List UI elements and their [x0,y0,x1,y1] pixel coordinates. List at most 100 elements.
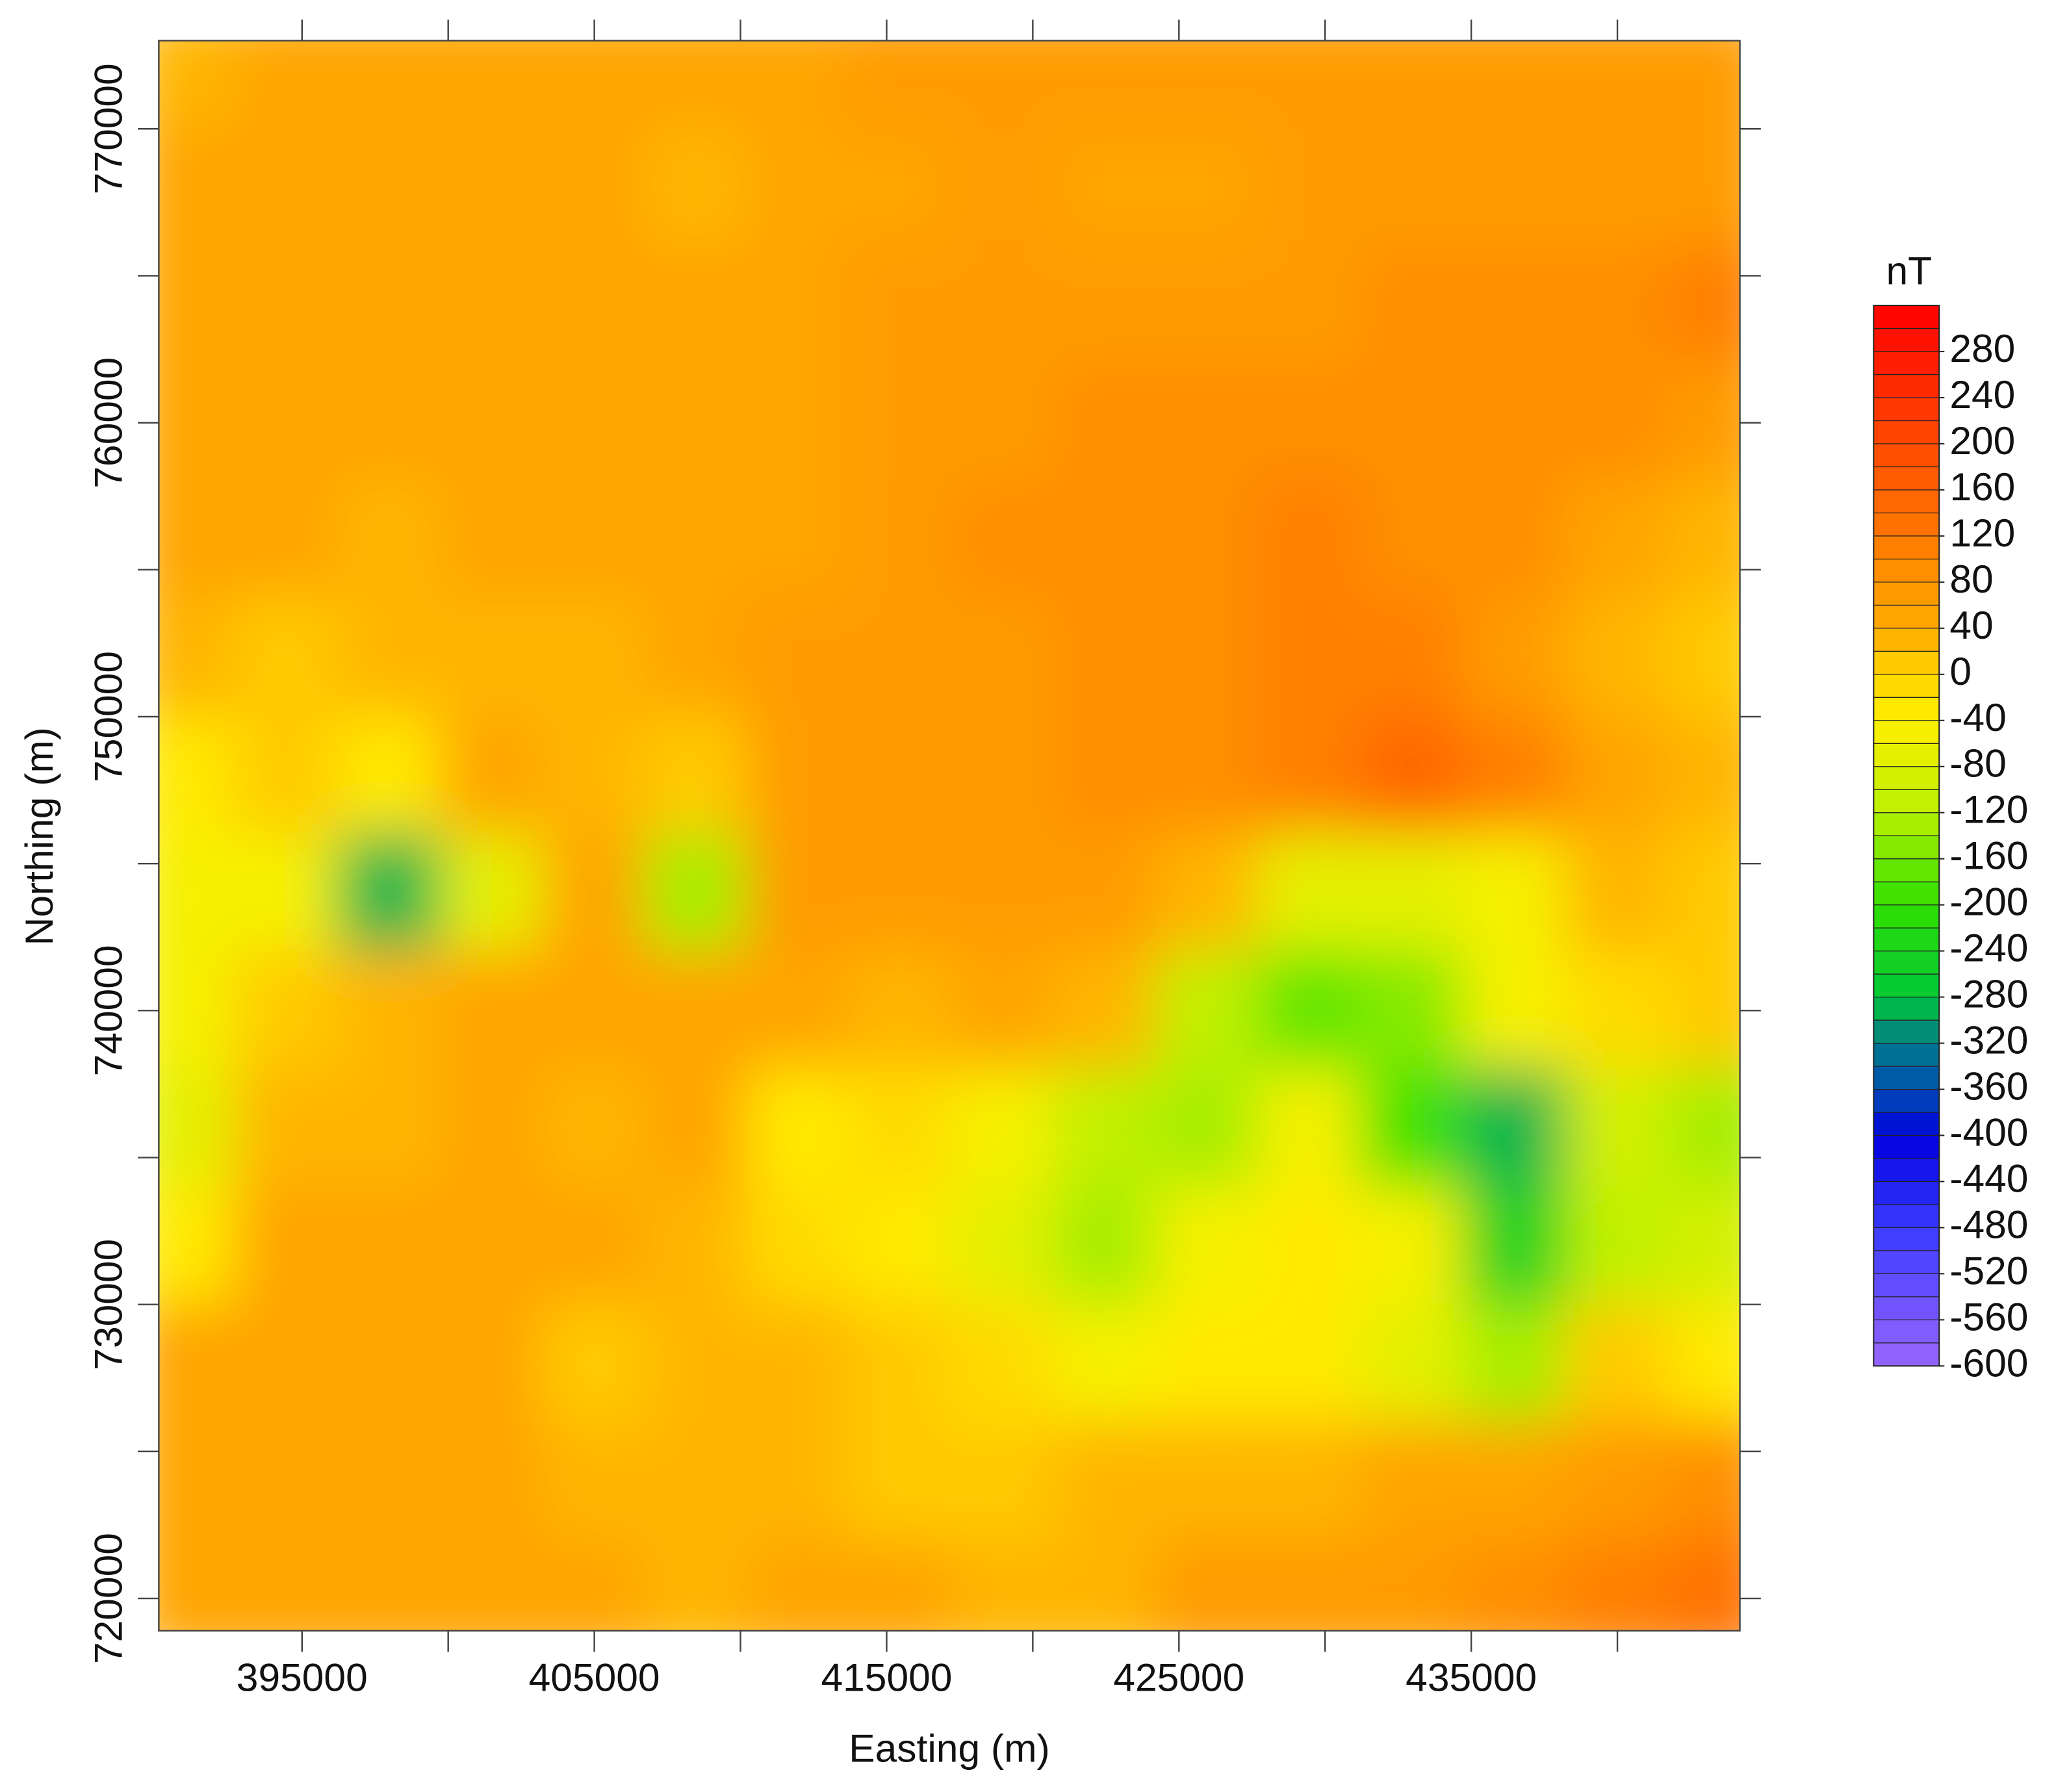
field-cell [1565,832,1670,953]
field-cell [746,480,852,601]
colorbar-title: nT [1886,249,1932,293]
colorbar-level [1873,1342,1940,1366]
field-cell [849,40,954,131]
field-cell [159,1420,238,1541]
colorbar-tick-label: -440 [1949,1156,2028,1200]
field-cell [849,598,954,719]
field-cell [235,480,341,601]
field-cell [849,832,954,953]
field-cell [1565,480,1670,601]
field-cell [541,1068,647,1188]
colorbar-level [1873,628,1940,652]
field-cell [541,363,647,483]
colorbar-tick-label: -400 [1949,1110,2028,1154]
colorbar-level [1873,951,1940,975]
field-cell [1462,1185,1568,1306]
colorbar-level [1873,305,1940,329]
field-cell [1360,1068,1465,1188]
field-cell [1667,950,1740,1071]
field-cell [1360,832,1465,953]
colorbar-tick-label: 0 [1949,649,1972,693]
colorbar-level [1873,1066,1940,1090]
field-cell [337,363,443,483]
field-cell [1667,598,1740,719]
field-cell [159,1303,238,1424]
field-cell [337,1538,443,1631]
field-cell [951,480,1057,601]
field-cell [1565,363,1670,483]
field-cell [1360,1303,1465,1424]
field-cell [1257,480,1363,601]
colorbar-level [1873,973,1940,998]
colorbar-level [1873,420,1940,444]
field-cell [951,1420,1057,1541]
field-cell [235,1303,341,1424]
field-cell [1360,1185,1465,1306]
field-cell [1155,245,1261,366]
field-cell [235,950,341,1071]
field-cell [159,950,238,1071]
field-cell [1462,1420,1568,1541]
colorbar-tick-label: -120 [1949,787,2028,832]
field-cell [746,598,852,719]
field-cell [235,1068,341,1188]
field-cell [541,1420,647,1541]
field-cell [746,363,852,483]
field-cell [1565,1068,1670,1188]
field-cell [159,363,238,483]
field-cell [1667,40,1740,131]
field-cell [159,598,238,719]
colorbar-level [1873,904,1940,928]
field-cell [1462,480,1568,601]
field-cell [644,363,749,483]
field-cell [849,1303,954,1424]
colorbar-level [1873,558,1940,583]
field-cell [1360,715,1465,836]
field-cell [541,950,647,1071]
field-cell [159,127,238,248]
field-cell [951,1538,1057,1631]
colorbar-tick-label: -240 [1949,926,2028,970]
field-cell [1462,950,1568,1071]
field-cell [1155,832,1261,953]
field-cell [1053,1303,1159,1424]
field-cell [541,715,647,836]
colorbar-level [1873,1181,1940,1205]
field-cell [849,480,954,601]
field-cell [1155,715,1261,836]
field-cell [849,1420,954,1541]
colorbar-tick-label: -600 [1949,1340,2028,1385]
colorbar-tick-label: 120 [1949,511,2015,555]
x-tick-label: 415000 [821,1655,952,1699]
colorbar-level [1873,512,1940,537]
field-cell [439,1185,545,1306]
field-cell [746,1185,852,1306]
field-cell [1257,832,1363,953]
field-cell [337,832,443,953]
field-cell [1667,1068,1740,1188]
field-cell [644,598,749,719]
field-cell [1462,127,1568,248]
field-cell [1360,598,1465,719]
colorbar-level [1873,835,1940,860]
field-cell [746,127,852,248]
field-cell [951,715,1057,836]
field-cell [951,950,1057,1071]
field-cell [849,950,954,1071]
plot-frame [158,40,1741,1632]
field-cell [1053,480,1159,601]
field-cell [1462,1303,1568,1424]
field-cell [439,40,545,131]
field-cell [235,598,341,719]
field-cell [1257,1420,1363,1541]
x-tick-label: 435000 [1406,1655,1537,1699]
field-cell [1155,1538,1261,1631]
field-cell [1565,40,1670,131]
field-cell [1053,832,1159,953]
field-cell [1257,715,1363,836]
field-cell [644,480,749,601]
colorbar-level [1873,1042,1940,1067]
field-cell [1257,1538,1363,1631]
field-cell [1155,1068,1261,1188]
field-cell [235,127,341,248]
